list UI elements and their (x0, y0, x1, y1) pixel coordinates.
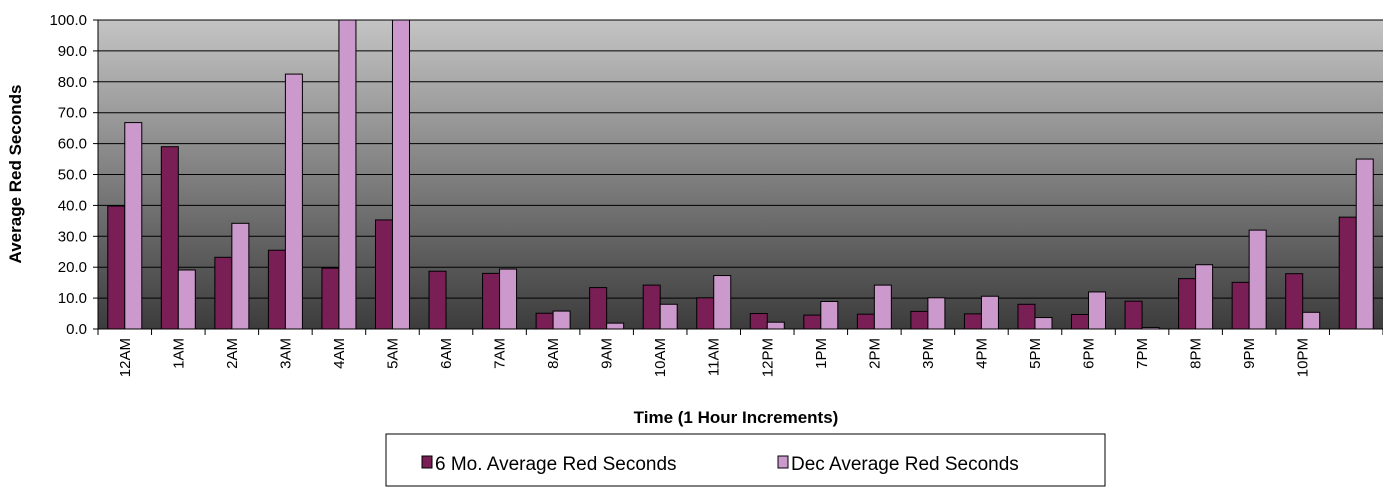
x-tick-label: 10PM (1295, 338, 1312, 377)
bar-six-month (1124, 300, 1143, 330)
bars (107, 19, 1374, 330)
y-tick-labels: 0.0 10.0 20.0 30.0 40.0 50.0 60.0 70.0 80.0 90.0 1… (49, 12, 87, 338)
x-tick-label: 8PM (1188, 338, 1205, 369)
x-tick-label: 3AM (277, 338, 294, 369)
y-tick-label: 90.0 (58, 43, 87, 60)
bar-dec (177, 269, 196, 330)
y-axis-title: Average Red Seconds (6, 85, 25, 264)
bar-six-month (1071, 313, 1090, 330)
legend-swatch-6-month (421, 455, 433, 469)
bar-six-month (428, 270, 447, 330)
y-tick-label: 70.0 (58, 105, 87, 122)
legend-label-6-month: 6 Mo. Average Red Seconds (435, 454, 677, 475)
bar-dec (1088, 291, 1107, 330)
bar-six-month (535, 312, 554, 330)
x-tick-label: 2PM (866, 338, 883, 369)
bar-dec (1248, 229, 1267, 330)
bar-dec (124, 122, 143, 330)
bar-six-month (374, 219, 393, 330)
x-tick-label: 7PM (1134, 338, 1151, 369)
bar-six-month (749, 313, 768, 330)
x-tick-labels: 12AM 1AM 2AM 3AM 4AM 5AM 6AM 7AM 8AM 9AM 10AM 11AM 1… (117, 338, 1312, 377)
axes (93, 19, 1383, 335)
bar-dec (659, 303, 678, 330)
bar-six-month (214, 256, 233, 330)
bar-dec (980, 295, 999, 330)
bar-dec (1195, 264, 1214, 330)
bar-six-month (267, 249, 286, 330)
x-tick-label: 6AM (438, 338, 455, 369)
bar-dec (766, 321, 785, 330)
bar-dec (1355, 158, 1374, 330)
bar-dec (231, 222, 250, 330)
y-tick-label: 100.0 (49, 12, 87, 29)
bar-dec (873, 284, 892, 330)
bar-dec (499, 268, 518, 330)
bar-six-month (1017, 303, 1036, 330)
x-tick-label: 12AM (117, 338, 134, 377)
bar-dec (391, 19, 410, 330)
bar-dec (820, 300, 839, 330)
bar-dec (552, 310, 571, 330)
bar-six-month (107, 205, 126, 330)
x-tick-label: 2AM (224, 338, 241, 369)
legend-swatch-dec (777, 455, 789, 469)
bar-six-month (696, 297, 715, 330)
bar-dec (927, 297, 946, 330)
bar-six-month (910, 310, 929, 330)
y-tick-label: 50.0 (58, 167, 87, 184)
x-tick-label: 6PM (1081, 338, 1098, 369)
x-tick-label: 1PM (813, 338, 830, 369)
bar-dec (606, 322, 625, 330)
bar-six-month (1338, 216, 1357, 330)
bar-six-month (803, 314, 822, 330)
legend: 6 Mo. Average Red Seconds Dec Average Re… (385, 433, 1106, 487)
bar-six-month (642, 284, 661, 330)
y-tick-label: 10.0 (58, 290, 87, 307)
bar-six-month (589, 287, 608, 330)
bar-six-month (482, 272, 501, 330)
bar-six-month (963, 313, 982, 330)
bar-six-month (321, 267, 340, 330)
x-tick-label: 12PM (759, 338, 776, 377)
x-tick-label: 10AM (652, 338, 669, 377)
y-tick-label: 0.0 (66, 321, 87, 338)
x-tick-label: 5PM (1027, 338, 1044, 369)
bar-six-month (160, 146, 179, 330)
x-tick-label: 11AM (706, 338, 723, 376)
bar-six-month (1285, 273, 1304, 330)
bar-dec (1302, 311, 1321, 330)
x-axis-title: Time (1 Hour Increments) (634, 408, 839, 427)
gridlines (98, 19, 1383, 330)
bar-dec (1034, 317, 1053, 330)
y-tick-label: 40.0 (58, 197, 87, 214)
x-tick-label: 1AM (170, 338, 187, 369)
x-tick-label: 9PM (1241, 338, 1258, 369)
y-tick-label: 80.0 (58, 74, 87, 91)
y-tick-label: 20.0 (58, 259, 87, 276)
legend-box (385, 433, 1106, 487)
bar-six-month (856, 313, 875, 330)
bar-dec (284, 73, 303, 330)
x-tick-label: 4AM (331, 338, 348, 369)
bar-dec (338, 19, 357, 330)
y-tick-label: 30.0 (58, 228, 87, 245)
y-tick-label: 60.0 (58, 136, 87, 153)
x-tick-label: 4PM (973, 338, 990, 369)
x-tick-label: 7AM (492, 338, 509, 369)
x-tick-label: 8AM (545, 338, 562, 369)
bar-six-month (1231, 281, 1250, 330)
x-tick-label: 3PM (920, 338, 937, 369)
x-tick-label: 9AM (599, 338, 616, 369)
x-tick-label: 5AM (384, 338, 401, 369)
legend-label-dec: Dec Average Red Seconds (791, 454, 1019, 475)
bar-six-month (1178, 278, 1197, 330)
bar-dec (713, 275, 732, 330)
